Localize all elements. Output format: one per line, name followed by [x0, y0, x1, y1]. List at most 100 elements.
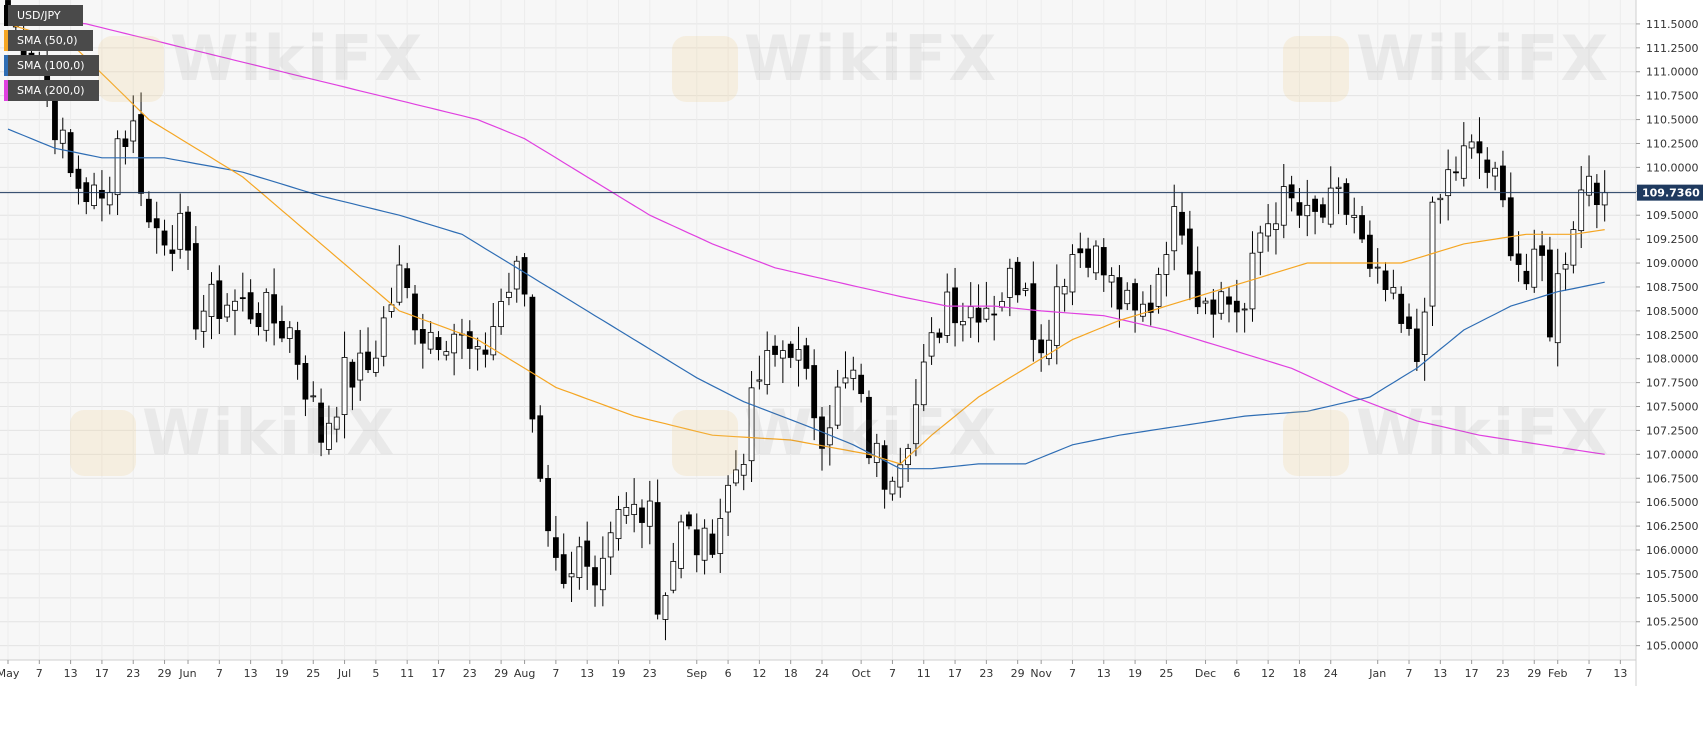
candle: [1453, 156, 1459, 181]
candle-body: [435, 337, 442, 350]
candle: [1163, 241, 1170, 297]
candle-body: [1390, 287, 1397, 294]
candle-body: [1265, 223, 1272, 237]
candle: [576, 536, 583, 590]
candle-body: [748, 387, 755, 462]
candle-body: [318, 402, 324, 443]
candle: [247, 279, 254, 324]
current-price-badge: [1637, 184, 1703, 201]
candle-body: [138, 114, 144, 194]
candle-body: [1304, 204, 1311, 217]
candle-body: [1382, 270, 1389, 290]
candle: [615, 495, 622, 551]
candle: [1335, 177, 1342, 215]
candle-body: [670, 561, 677, 591]
candle: [842, 351, 849, 389]
candle: [232, 289, 238, 336]
x-tick-label: Dec: [1195, 667, 1216, 680]
x-tick-label: 17: [1465, 667, 1479, 680]
candle: [83, 177, 90, 215]
candle-body: [83, 182, 90, 203]
candle: [662, 592, 669, 641]
candle-body: [772, 345, 778, 355]
candle: [936, 328, 943, 344]
candle: [1233, 279, 1240, 333]
candle: [310, 381, 317, 402]
x-tick-label: 13: [64, 667, 78, 680]
candle: [200, 294, 207, 348]
candle: [1093, 240, 1099, 280]
candle: [326, 405, 332, 455]
candle-body: [1421, 311, 1428, 355]
x-tick-label: 23: [979, 667, 993, 680]
candle: [239, 272, 246, 312]
candle-body: [1202, 300, 1209, 304]
candle: [779, 340, 786, 384]
candle: [889, 476, 896, 501]
legend-item-sma-100[interactable]: SMA (100,0): [4, 55, 99, 76]
candle: [153, 201, 160, 254]
x-tick-label: 23: [126, 667, 140, 680]
candle: [1437, 193, 1444, 224]
legend-swatch: [4, 30, 8, 51]
candle: [693, 513, 700, 573]
y-tick-label: 107.5000: [1646, 401, 1699, 414]
candle-body: [1053, 286, 1060, 346]
candle: [294, 321, 301, 380]
candle: [952, 267, 958, 347]
candle-body: [75, 168, 82, 189]
candle: [1578, 166, 1585, 249]
candle-body: [67, 132, 74, 174]
candle: [145, 191, 152, 228]
candle: [224, 293, 231, 322]
legend-item-sma-50[interactable]: SMA (50,0): [4, 30, 93, 51]
candle-body: [615, 509, 622, 540]
candle-body: [1476, 141, 1483, 154]
y-tick-label: 107.0000: [1646, 448, 1699, 461]
candle: [920, 344, 927, 412]
candle: [1100, 238, 1107, 292]
x-tick-label: 5: [372, 667, 379, 680]
candle: [772, 335, 778, 367]
candle-body: [1280, 186, 1287, 226]
candle-body: [983, 307, 990, 320]
candle: [372, 340, 379, 377]
legend-item-usdjpy[interactable]: USD/JPY: [4, 5, 83, 26]
x-tick-label: Jun: [178, 667, 196, 680]
candle-body: [114, 138, 121, 196]
chart-legend: USD/JPY SMA (50,0) SMA (100,0) SMA (200,…: [4, 5, 99, 105]
candle-body: [795, 349, 802, 361]
candle: [271, 268, 278, 346]
candle: [1398, 286, 1405, 333]
candle: [114, 130, 121, 216]
candle-body: [693, 529, 700, 556]
legend-item-sma-200[interactable]: SMA (200,0): [4, 80, 99, 101]
x-tick-label: 25: [306, 667, 320, 680]
candle-body: [936, 332, 943, 338]
y-tick-label: 105.0000: [1646, 640, 1699, 653]
candle: [858, 363, 865, 403]
y-tick-label: 108.5000: [1646, 305, 1699, 318]
x-tick-label: 11: [400, 667, 414, 680]
candle-body: [756, 379, 763, 382]
candle: [1022, 282, 1029, 297]
y-tick-label: 110.2500: [1646, 137, 1699, 150]
candle-body: [779, 350, 786, 359]
candle: [1539, 231, 1545, 282]
x-tick-label: 29: [1527, 667, 1541, 680]
candle-body: [545, 478, 551, 532]
candle-body: [889, 480, 896, 495]
candle-body: [952, 287, 958, 324]
x-tick-label: 7: [1069, 667, 1076, 680]
candle-body: [1257, 232, 1264, 253]
candle-body: [1492, 167, 1499, 177]
candle-body: [427, 331, 434, 350]
candle-body: [1288, 184, 1295, 199]
candle: [1257, 225, 1264, 276]
candle-body: [247, 292, 254, 320]
candle-body: [1562, 264, 1569, 270]
candle: [1288, 175, 1295, 212]
candle: [631, 478, 638, 533]
